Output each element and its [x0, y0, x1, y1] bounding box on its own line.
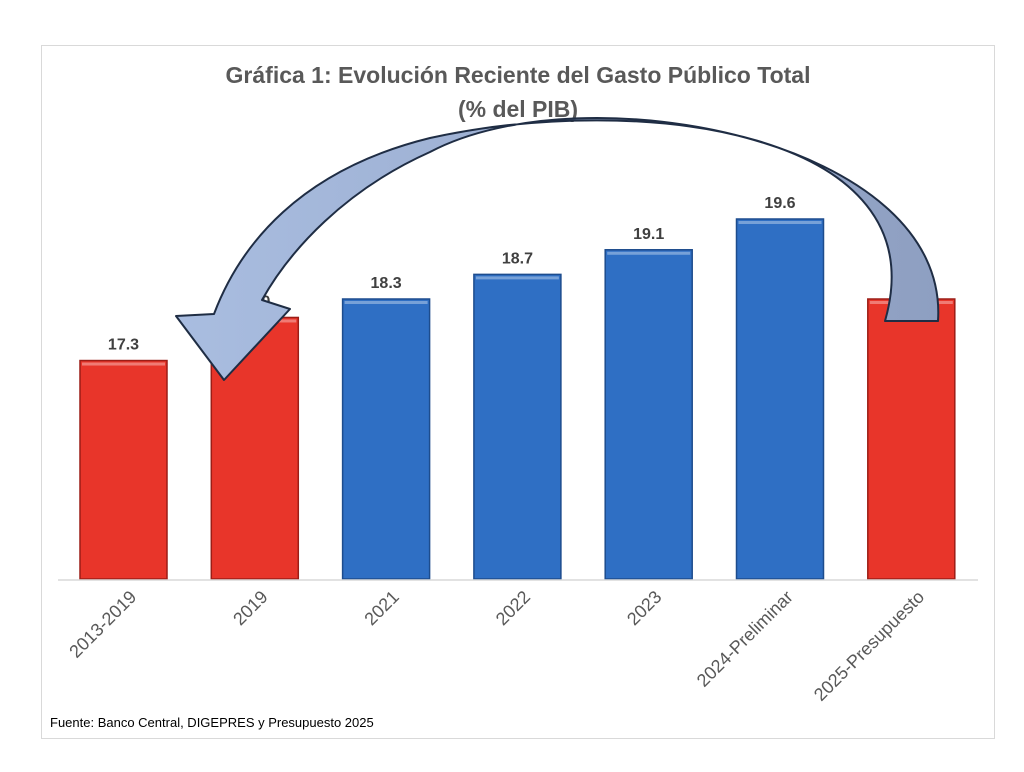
- data-label: 17.3: [108, 337, 139, 354]
- data-label: 19.1: [633, 226, 664, 243]
- bar-2023: [604, 249, 693, 580]
- bar-highlight: [607, 251, 691, 255]
- category-label: 2024-Preliminar: [693, 587, 797, 691]
- data-label: 18.3: [371, 275, 402, 292]
- category-labels: 2013-2019 2019 2021 2022 2023 2024-Preliminar…: [65, 587, 928, 705]
- bar-highlight: [344, 301, 428, 304]
- bar-2013-2019: [79, 359, 168, 580]
- chart-subtitle: (% del PIB): [458, 96, 578, 122]
- bar-highlight: [738, 221, 822, 224]
- data-label: 19.6: [764, 195, 795, 212]
- category-label: 2013-2019: [65, 587, 140, 662]
- bars-group: 17.318.018.318.719.119.618.3: [79, 195, 956, 580]
- bar-2022: [473, 273, 562, 580]
- category-label: 2025-Presupuesto: [810, 587, 928, 705]
- category-label: 2019: [229, 587, 271, 629]
- bar-highlight: [82, 362, 165, 366]
- bar-highlight: [475, 276, 559, 280]
- chart-title: Gráfica 1: Evolución Reciente del Gasto …: [226, 62, 811, 88]
- bar-2021: [341, 298, 431, 580]
- curved-arrow-annotation: [175, 117, 940, 381]
- category-label: 2023: [623, 587, 665, 629]
- bar-2024-Preliminar: [735, 218, 825, 580]
- data-label: 18.7: [502, 250, 533, 267]
- category-label: 2021: [360, 587, 402, 629]
- source-note: Fuente: Banco Central, DIGEPRES y Presup…: [50, 715, 374, 730]
- bar-2025-Presupuesto: [867, 298, 956, 580]
- category-label: 2022: [492, 587, 534, 629]
